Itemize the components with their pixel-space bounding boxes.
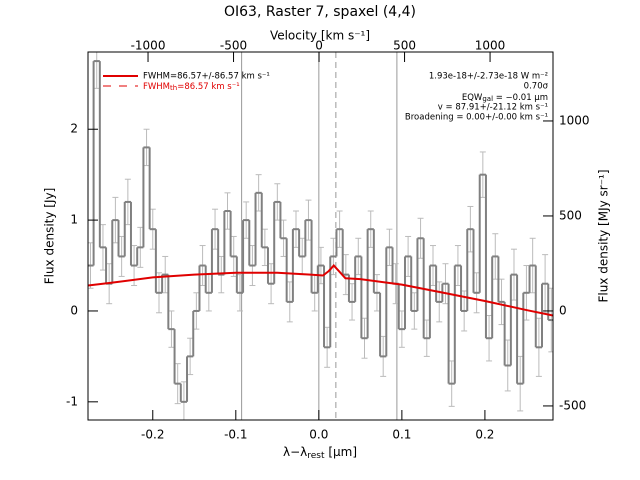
plot-area [88, 52, 553, 420]
y2-axis-label: Flux density [MJy sr⁻¹] [597, 169, 611, 302]
x-tick-label: 0.2 [475, 428, 494, 442]
y2-tick-label: 0 [559, 303, 567, 317]
y-tick-label: 0 [70, 303, 78, 317]
annotation-part: EQW [462, 93, 483, 103]
annotation: v = 87.91+/-21.12 km s⁻¹ [438, 103, 548, 113]
x2-axis-label: Velocity [km s⁻¹] [270, 29, 370, 43]
x-label-part: λ−λ [283, 445, 307, 459]
annotation-part: gal [482, 95, 493, 103]
x-label-sub: rest [307, 451, 325, 461]
x-tick-label: -0.1 [224, 428, 247, 442]
x-tick-label: 0.1 [392, 428, 411, 442]
annotation: 0.70σ [524, 82, 549, 92]
annotation-part: = −0.01 μm [493, 93, 548, 103]
x2-tick-label: -500 [220, 39, 247, 53]
y-axis-label: Flux density [Jy] [43, 188, 57, 285]
x-tick-label: 0.0 [309, 428, 328, 442]
x2-tick-label: 1000 [475, 39, 506, 53]
legend-label: FWHMth=86.57 km s⁻¹ [143, 82, 240, 93]
y2-tick-label: 1000 [559, 113, 590, 127]
y2-tick-label: -500 [559, 398, 586, 412]
fit-line [88, 264, 553, 317]
chart-title: OI63, Raster 7, spaxel (4,4) [224, 4, 416, 20]
legend-label-part: =86.57 km s⁻¹ [177, 82, 239, 92]
y-tick-label: 1 [70, 213, 78, 227]
x2-tick-label: 500 [393, 39, 416, 53]
y-tick-label: -1 [66, 394, 78, 408]
plot-frame [87, 51, 554, 421]
x2-tick-label: -1000 [131, 39, 166, 53]
annotation: Broadening = 0.00+/-0.00 km s⁻¹ [405, 113, 548, 123]
annotation: EQWgal = −0.01 μm [462, 93, 548, 104]
x-label-part: [μm] [325, 445, 358, 459]
legend-label-part: FWHM [143, 82, 170, 92]
legend-label-part: th [170, 84, 177, 92]
x-axis-label: λ−λrest [μm] [283, 445, 357, 461]
y-tick-label: 2 [70, 122, 78, 136]
x2-tick-label: 0 [315, 39, 323, 53]
x-tick-label: -0.2 [141, 428, 164, 442]
y2-tick-label: 500 [559, 208, 582, 222]
annotation: 1.93e-18+/-2.73e-18 W m⁻² [429, 72, 548, 82]
legend-label: FWHM=86.57+/-86.57 km s⁻¹ [143, 72, 270, 82]
